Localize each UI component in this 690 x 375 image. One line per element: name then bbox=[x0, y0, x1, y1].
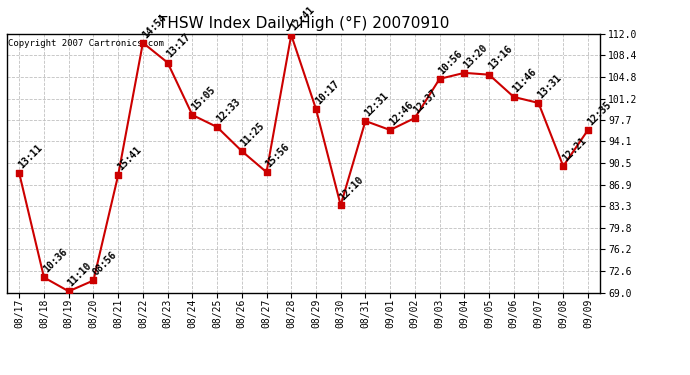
Text: 15:56: 15:56 bbox=[264, 141, 291, 170]
Point bbox=[112, 172, 124, 178]
Point bbox=[509, 94, 520, 100]
Text: 14:54: 14:54 bbox=[140, 12, 168, 40]
Point bbox=[14, 170, 25, 176]
Text: 12:37: 12:37 bbox=[412, 87, 440, 115]
Point bbox=[286, 32, 297, 38]
Point bbox=[187, 112, 198, 118]
Text: 10:36: 10:36 bbox=[41, 247, 69, 274]
Point bbox=[88, 278, 99, 284]
Point bbox=[212, 124, 223, 130]
Text: 15:05: 15:05 bbox=[190, 84, 217, 112]
Text: 08:56: 08:56 bbox=[90, 250, 119, 278]
Point bbox=[459, 70, 470, 76]
Point bbox=[434, 76, 445, 82]
Point bbox=[39, 274, 50, 280]
Point bbox=[360, 118, 371, 124]
Text: 12:41: 12:41 bbox=[288, 4, 316, 32]
Point bbox=[484, 72, 495, 78]
Text: 12:35: 12:35 bbox=[585, 99, 613, 127]
Text: 13:16: 13:16 bbox=[486, 44, 514, 72]
Text: 12:33: 12:33 bbox=[214, 96, 242, 124]
Point bbox=[409, 115, 420, 121]
Point bbox=[582, 127, 593, 133]
Text: 15:41: 15:41 bbox=[115, 144, 143, 172]
Text: 13:31: 13:31 bbox=[535, 72, 564, 100]
Point bbox=[335, 202, 346, 208]
Point bbox=[63, 288, 75, 294]
Point bbox=[236, 148, 247, 154]
Text: 13:17: 13:17 bbox=[165, 32, 193, 60]
Text: 13:11: 13:11 bbox=[17, 143, 44, 171]
Text: 11:25: 11:25 bbox=[239, 120, 267, 148]
Title: THSW Index Daily High (°F) 20070910: THSW Index Daily High (°F) 20070910 bbox=[158, 16, 449, 31]
Point bbox=[558, 163, 569, 169]
Text: 12:31: 12:31 bbox=[362, 90, 391, 118]
Text: 11:46: 11:46 bbox=[511, 66, 539, 94]
Point bbox=[533, 100, 544, 106]
Point bbox=[384, 127, 395, 133]
Point bbox=[162, 60, 173, 66]
Text: 10:17: 10:17 bbox=[313, 78, 341, 106]
Text: Copyright 2007 Cartronics.com: Copyright 2007 Cartronics.com bbox=[8, 39, 164, 48]
Point bbox=[137, 40, 148, 46]
Text: 10:56: 10:56 bbox=[437, 48, 464, 76]
Text: 11:10: 11:10 bbox=[66, 261, 94, 288]
Text: 12:46: 12:46 bbox=[387, 99, 415, 127]
Text: 12:21: 12:21 bbox=[560, 135, 588, 164]
Point bbox=[310, 106, 322, 112]
Text: 12:10: 12:10 bbox=[338, 175, 366, 202]
Point bbox=[261, 169, 272, 175]
Text: 13:20: 13:20 bbox=[462, 42, 489, 70]
